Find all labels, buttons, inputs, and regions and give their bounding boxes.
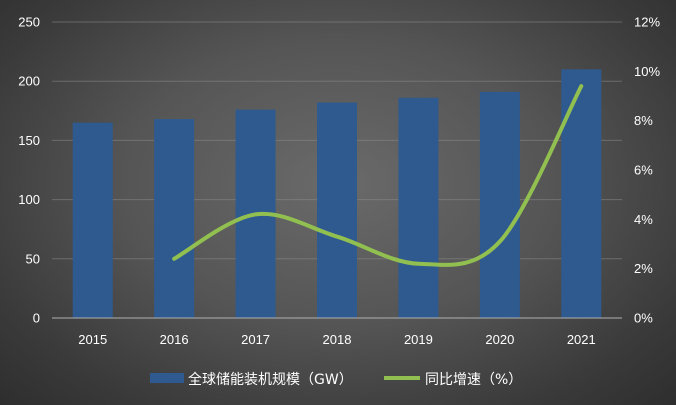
y-left-tick-label: 50 (26, 251, 40, 266)
y-left-tick-label: 100 (18, 192, 40, 207)
bar (154, 119, 195, 318)
y-right-tick-label: 2% (634, 261, 653, 276)
y-right-tick-label: 12% (634, 15, 660, 30)
y-left-tick-label: 250 (18, 15, 40, 30)
x-tick-label: 2015 (78, 332, 107, 347)
bar (479, 91, 520, 318)
legend-label-bar: 全球储能装机规模（GW） (188, 371, 353, 388)
y-right-tick-label: 10% (634, 64, 660, 79)
y-left-tick-label: 150 (18, 133, 40, 148)
line-series (172, 84, 584, 267)
y-left-tick-label: 0 (33, 311, 40, 326)
y-left-tick-label: 200 (18, 74, 40, 89)
bar (72, 122, 113, 318)
x-tick-label: 2020 (485, 332, 514, 347)
y-right-tick-label: 8% (634, 113, 653, 128)
legend: 全球储能装机规模（GW） 同比增速（%） (150, 371, 522, 388)
bar (398, 97, 439, 318)
x-tick-label: 2019 (404, 332, 433, 347)
legend-label-line: 同比增速（%） (425, 372, 522, 388)
growth-line (172, 84, 584, 267)
y-right-tick-label: 6% (634, 163, 653, 178)
x-tick-label: 2016 (160, 332, 189, 347)
x-tick-label: 2018 (323, 332, 352, 347)
x-tick-label: 2021 (567, 332, 596, 347)
y-right-tick-label: 4% (634, 212, 653, 227)
legend-swatch-bar (150, 373, 184, 383)
bar (561, 69, 602, 318)
y-right-tick-label: 0% (634, 311, 653, 326)
bar-series (72, 69, 602, 319)
bar (317, 102, 357, 319)
x-tick-label: 2017 (241, 332, 270, 347)
axes: 0 50 100 150 200 250 0% 2% 4% 6% 8% 10% 12% 2015 2016 2… (18, 15, 660, 348)
